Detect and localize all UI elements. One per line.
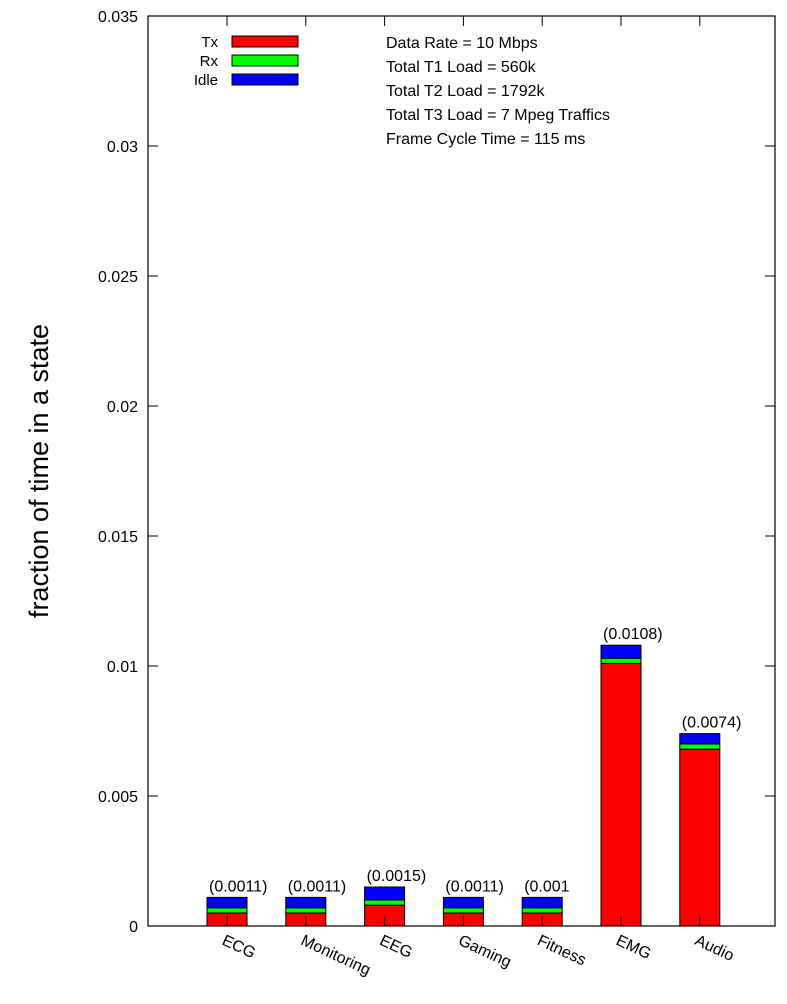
y-tick-label: 0.035 — [98, 9, 138, 26]
bar-rx-eeg — [364, 899, 406, 906]
bar-rx-gaming — [442, 907, 484, 914]
legend-swatch-rx — [231, 54, 299, 67]
bar-rx-emg — [600, 657, 642, 664]
bar-idle-fitness — [521, 896, 563, 909]
legend-label-tx: Tx — [201, 34, 218, 51]
bar-idle-emg — [600, 644, 642, 659]
plot-area: 0 0.005 0.01 0.015 0.02 0.025 0.03 0.035 ECG (0.0… — [98, 9, 776, 979]
legend-swatch-tx — [231, 35, 299, 48]
data-label-eeg: (0.0015) — [367, 868, 427, 885]
y-tick-label: 0.02 — [107, 399, 138, 416]
y-tick-label: 0.01 — [107, 659, 138, 676]
annotation-line: Total T3 Load = 7 Mpeg Traffics — [386, 107, 610, 124]
y-axis-label: fraction of time in a state — [24, 324, 54, 618]
bar-idle-gaming — [442, 896, 484, 909]
annotation-line: Total T1 Load = 560k — [386, 59, 537, 76]
bar-rx-audio — [679, 743, 721, 750]
bar-tx-emg — [600, 662, 642, 927]
bar-rx-ecg — [206, 907, 248, 914]
x-tick-label-gaming: Gaming — [456, 932, 514, 971]
annotation-line: Total T2 Load = 1792k — [386, 83, 545, 100]
y-tick-label: 0 — [129, 919, 138, 936]
bar-tx-audio — [679, 748, 721, 927]
data-label-monitoring: (0.0011) — [288, 878, 346, 895]
annotation-line: Frame Cycle Time = 115 ms — [386, 131, 585, 148]
data-label-ecg: (0.0011) — [209, 878, 267, 895]
bar-idle-eeg — [364, 886, 406, 901]
bar-rx-monitoring — [285, 907, 327, 914]
bar-rx-fitness — [521, 907, 563, 914]
legend-label-rx: Rx — [200, 53, 219, 70]
legend-swatch-idle — [231, 73, 299, 86]
bar-idle-ecg — [206, 896, 248, 909]
x-tick-label-fitness: Fitness — [535, 932, 589, 969]
legend-label-idle: Idle — [194, 72, 218, 89]
y-tick-label: 0.03 — [107, 139, 138, 156]
data-label-emg: (0.0108) — [603, 626, 663, 643]
y-tick-label: 0.025 — [98, 269, 138, 286]
bar-idle-audio — [679, 733, 721, 745]
y-tick-label: 0.005 — [98, 789, 138, 806]
y-tick-label: 0.015 — [98, 529, 138, 546]
x-tick-label-ecg: ECG — [219, 932, 258, 962]
data-label-fitness: (0.001 — [524, 878, 569, 895]
x-tick-label-audio: Audio — [692, 932, 736, 965]
bar-idle-monitoring — [285, 896, 327, 909]
annotation-line: Data Rate = 10 Mbps — [386, 35, 538, 52]
x-tick-label-emg: EMG — [613, 932, 653, 963]
x-tick-label-monitoring: Monitoring — [298, 932, 373, 979]
data-label-audio: (0.0074) — [682, 715, 742, 732]
data-label-gaming: (0.0011) — [445, 878, 503, 895]
x-tick-label-eeg: EEG — [377, 932, 415, 962]
